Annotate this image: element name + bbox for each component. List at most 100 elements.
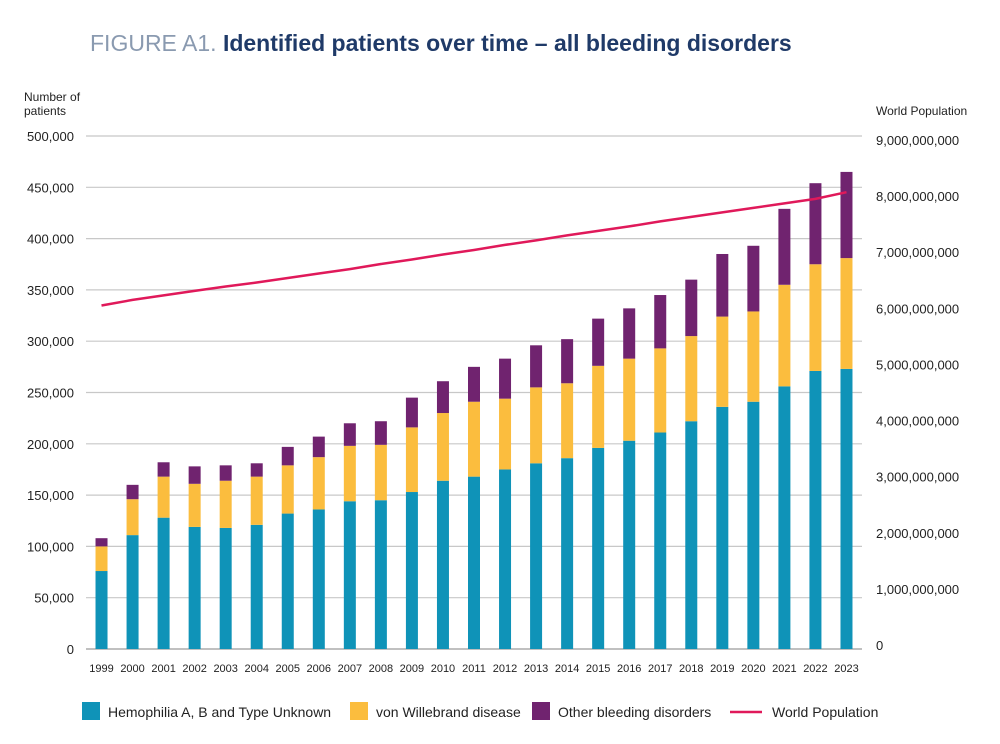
- x-tick-label: 2003: [213, 663, 237, 675]
- bar-hemophilia: [343, 501, 356, 649]
- bar-other: [405, 397, 418, 428]
- bar-vwd: [157, 476, 170, 518]
- bar-vwd: [840, 258, 853, 369]
- left-tick-label: 350,000: [27, 283, 74, 298]
- x-tick-label: 2006: [307, 663, 331, 675]
- right-tick-label: 7,000,000,000: [876, 245, 959, 260]
- bar-other: [250, 463, 263, 477]
- x-tick-label: 2019: [710, 663, 734, 675]
- legend-label: von Willebrand disease: [376, 704, 521, 720]
- bar-other: [747, 245, 760, 312]
- bar-other: [281, 446, 294, 466]
- bar-other: [219, 465, 232, 481]
- x-tick-label: 2005: [276, 663, 300, 675]
- left-tick-label: 200,000: [27, 437, 74, 452]
- legend-swatch: [82, 702, 100, 720]
- bar-vwd: [561, 383, 574, 459]
- x-tick-label: 2009: [400, 663, 424, 675]
- bar-vwd: [468, 401, 480, 477]
- left-tick-label: 500,000: [27, 129, 74, 144]
- x-tick-label: 2000: [120, 663, 144, 675]
- right-tick-label: 8,000,000,000: [876, 189, 959, 204]
- chart-title: FIGURE A1. Identified patients over time…: [90, 30, 792, 57]
- right-tick-label: 5,000,000,000: [876, 357, 959, 372]
- bar-other: [436, 381, 449, 414]
- right-axis-label: World Population: [876, 104, 967, 118]
- x-tick-label: 2016: [617, 663, 641, 675]
- bar-hemophilia: [499, 469, 512, 649]
- x-tick-label: 2004: [244, 663, 268, 675]
- legend-swatch: [350, 702, 368, 720]
- bar-vwd: [250, 476, 263, 525]
- bar-vwd: [499, 398, 512, 470]
- bar-hemophilia: [468, 476, 480, 649]
- x-tick-label: 2010: [431, 663, 455, 675]
- bar-hemophilia: [219, 527, 232, 649]
- bar-hemophilia: [374, 500, 387, 649]
- bar-hemophilia: [685, 421, 698, 649]
- right-tick-label: 9,000,000,000: [876, 133, 959, 148]
- bar-hemophilia: [654, 432, 667, 649]
- bar-vwd: [778, 284, 791, 387]
- bar-other: [685, 279, 698, 337]
- bar-hemophilia: [747, 401, 760, 649]
- bar-other: [561, 339, 574, 384]
- bar-vwd: [623, 358, 636, 441]
- left-tick-label: 0: [67, 642, 74, 657]
- x-tick-label: 2021: [772, 663, 796, 675]
- x-axis-ticks: 1999 2000 2001 2002 2003 2004 2005 2006 2007 2008…: [89, 663, 858, 675]
- legend-label: Other bleeding disorders: [558, 704, 711, 720]
- bar-other: [623, 308, 636, 359]
- right-tick-label: 0: [876, 638, 883, 653]
- x-tick-label: 2013: [524, 663, 548, 675]
- bar-hemophilia: [716, 406, 729, 649]
- bar-other: [592, 318, 605, 366]
- left-tick-label: 50,000: [34, 591, 74, 606]
- bar-vwd: [281, 465, 294, 514]
- bar-hemophilia: [778, 386, 791, 649]
- x-tick-label: 2007: [338, 663, 362, 675]
- right-axis-ticks: 0 1,000,000,000 2,000,000,000 3,000,000,000…: [876, 133, 959, 653]
- bar-hemophilia: [250, 524, 263, 649]
- bar-vwd: [716, 316, 729, 407]
- legend-swatch: [532, 702, 550, 720]
- right-tick-label: 6,000,000,000: [876, 301, 959, 316]
- world-population-line: [101, 190, 847, 307]
- bar-other: [312, 436, 325, 458]
- bar-vwd: [809, 264, 822, 371]
- legend-label: World Population: [772, 704, 878, 720]
- bar-vwd: [312, 457, 325, 510]
- bar-vwd: [685, 336, 698, 422]
- x-tick-label: 2002: [182, 663, 206, 675]
- bar-other: [374, 421, 387, 445]
- bar-hemophilia: [809, 370, 822, 649]
- bar-vwd: [747, 311, 760, 402]
- bar-vwd: [188, 483, 201, 527]
- bar-hemophilia: [312, 509, 325, 649]
- bar-vwd: [436, 413, 449, 481]
- left-tick-label: 150,000: [27, 488, 74, 503]
- x-tick-label: 2012: [493, 663, 517, 675]
- bar-hemophilia: [281, 513, 294, 649]
- bar-other: [654, 295, 667, 349]
- right-tick-label: 4,000,000,000: [876, 414, 959, 429]
- bar-hemophilia: [126, 535, 139, 649]
- bar-other: [840, 171, 853, 259]
- bar-other: [778, 208, 791, 285]
- bar-series: [95, 171, 853, 649]
- x-tick-label: 2020: [741, 663, 765, 675]
- bar-other: [468, 366, 480, 402]
- bar-other: [157, 462, 170, 477]
- legend-label: Hemophilia A, B and Type Unknown: [108, 704, 331, 720]
- bar-hemophilia: [95, 571, 108, 649]
- left-tick-label: 250,000: [27, 386, 74, 401]
- figure-number: FIGURE A1.: [90, 30, 217, 56]
- gridlines: [86, 135, 862, 650]
- x-tick-label: 2023: [834, 663, 858, 675]
- bar-hemophilia: [188, 526, 201, 649]
- x-tick-label: 2015: [586, 663, 610, 675]
- bar-hemophilia: [592, 447, 605, 649]
- x-tick-label: 2017: [648, 663, 672, 675]
- bar-hemophilia: [840, 368, 853, 649]
